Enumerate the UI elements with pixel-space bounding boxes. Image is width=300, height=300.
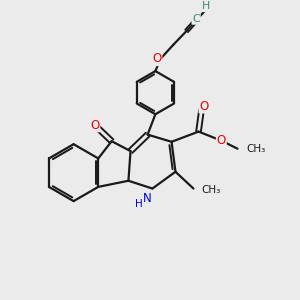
Text: C: C: [192, 14, 200, 24]
Text: H: H: [202, 2, 211, 11]
Text: O: O: [199, 100, 208, 112]
Text: CH₃: CH₃: [202, 185, 221, 195]
Text: CH₃: CH₃: [246, 144, 265, 154]
Text: N: N: [142, 192, 152, 205]
Text: H: H: [135, 199, 143, 209]
Text: O: O: [217, 134, 226, 147]
Text: O: O: [152, 52, 161, 65]
Text: O: O: [90, 118, 100, 131]
